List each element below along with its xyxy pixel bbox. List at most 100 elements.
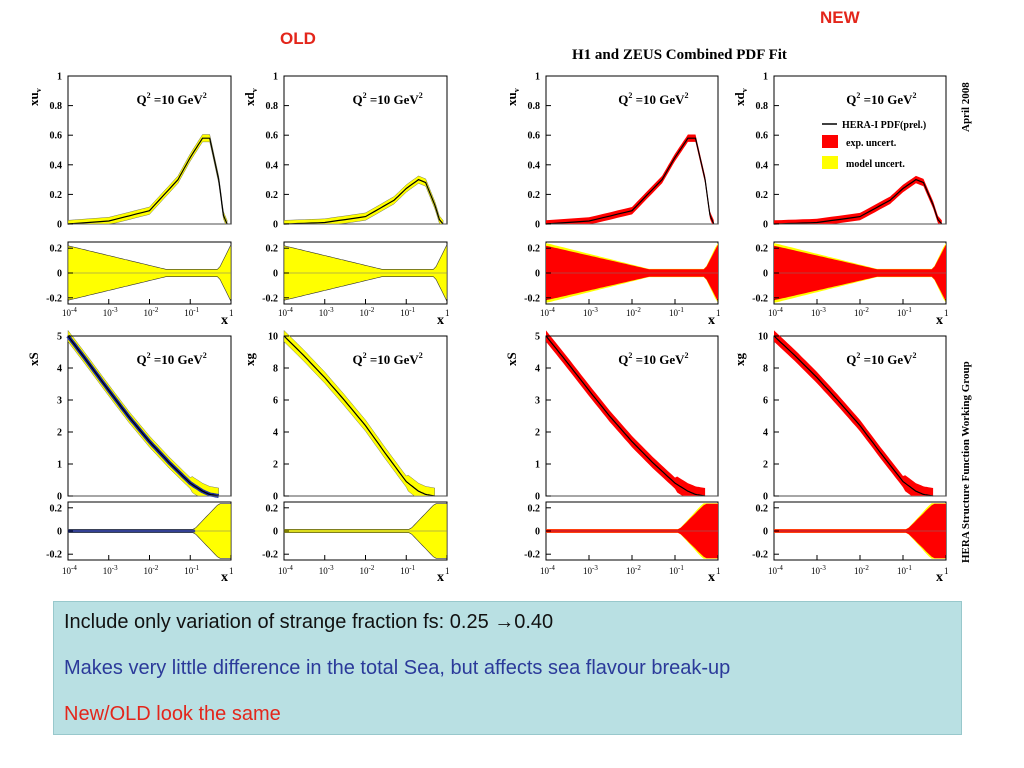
y-axis-subscript: v	[250, 88, 259, 92]
x-tick-exponent: -4	[71, 564, 77, 572]
q2-label: Q2 =10 GeV2	[846, 351, 916, 367]
plot-frame	[545, 335, 719, 497]
ratio-y-tick-label: 0.2	[50, 503, 63, 514]
x-tick-base: 10	[103, 566, 113, 576]
q2-exponent: 2	[628, 91, 632, 100]
x-tick-exponent: -2	[635, 564, 641, 572]
x-tick-exponent: -1	[678, 564, 684, 572]
x-tick-base: 10	[144, 566, 154, 576]
pdf-legend: HERA-I PDF(prel.) exp. uncert. model uncer…	[822, 120, 926, 170]
x-tick-label: 10-4	[768, 564, 783, 576]
main-uncertainty-band	[774, 175, 942, 224]
y-tick-label: 0	[763, 220, 768, 231]
y-axis-subscript: v	[512, 88, 521, 92]
x-tick-label: 1	[944, 308, 949, 318]
x-tick-base: 10	[184, 308, 194, 318]
q2-label: Q2 =10 GeV2	[618, 91, 688, 107]
x-tick-label: 10-2	[854, 564, 869, 576]
y-tick-label: 0.4	[266, 160, 279, 171]
x-tick-exponent: -3	[820, 306, 826, 314]
q2-label: Q2 =10 GeV2	[136, 351, 206, 367]
y-tick-label: 3	[535, 396, 540, 407]
y-tick-label: 5	[535, 332, 540, 343]
x-tick-label: 10-2	[360, 564, 375, 576]
ratio-y-tick-label: -0.2	[524, 550, 540, 561]
ratio-y-tick-label: 0	[535, 527, 540, 538]
x-tick-base: 10	[669, 308, 679, 318]
x-tick-base: 10	[278, 566, 288, 576]
ratio-y-tick-label: 0.2	[756, 244, 769, 255]
x-tick-label: 1	[229, 566, 234, 576]
plot-frame	[545, 75, 719, 225]
q2-value: =10 GeV	[367, 352, 420, 367]
x-tick-exponent: -1	[409, 564, 415, 572]
y-tick-label: 1	[273, 72, 278, 83]
x-tick-label: 10-4	[768, 306, 783, 318]
x-tick-base: 1	[445, 308, 450, 318]
x-tick-base: 10	[626, 308, 636, 318]
y-axis-label: xuv	[26, 88, 43, 106]
q2-exponent: 2	[856, 351, 860, 360]
note-line-1: Include only variation of strange fracti…	[64, 611, 554, 633]
x-tick-base: 10	[540, 308, 550, 318]
y-tick-label: 1	[535, 460, 540, 471]
y-tick-label: 0.8	[756, 101, 769, 112]
x-tick-label: 10-2	[360, 306, 375, 318]
q2-value: =10 GeV	[151, 92, 204, 107]
y-tick-label: 4	[763, 428, 768, 439]
y-tick-label: 6	[763, 396, 768, 407]
x-tick-exponent: -1	[193, 306, 199, 314]
x-tick-label: 10-3	[103, 564, 118, 576]
x-tick-label: 10-3	[583, 564, 598, 576]
x-tick-exponent: -3	[328, 564, 334, 572]
q2-value: =10 GeV	[860, 92, 913, 107]
x-tick-exponent: -4	[777, 306, 783, 314]
y-tick-label: 8	[273, 364, 278, 375]
x-tick-label: 10-3	[583, 306, 598, 318]
ratio-y-tick-label: 0	[763, 269, 768, 280]
main-uncertainty-band	[774, 330, 934, 496]
q2-unit-exponent: 2	[913, 91, 917, 100]
x-tick-label: 10-1	[184, 564, 199, 576]
q2-value: =10 GeV	[151, 352, 204, 367]
x-tick-exponent: -1	[678, 306, 684, 314]
x-tick-base: 10	[626, 566, 636, 576]
plot-frame	[67, 75, 232, 225]
x-tick-base: 1	[716, 308, 721, 318]
ratio-y-tick-label: 0	[273, 527, 278, 538]
y-tick-label: 4	[273, 428, 278, 439]
y-tick-label: 0.8	[50, 101, 63, 112]
x-tick-exponent: -3	[820, 564, 826, 572]
x-tick-label: 1	[944, 566, 949, 576]
y-tick-label: 0	[273, 492, 278, 503]
y-axis-label: xuv	[504, 88, 521, 106]
x-tick-label: 10-4	[278, 564, 293, 576]
y-tick-label: 0.6	[528, 131, 541, 142]
x-tick-base: 10	[811, 308, 821, 318]
y-tick-label: 8	[763, 364, 768, 375]
x-tick-base: 10	[144, 308, 154, 318]
x-tick-label: 10-4	[540, 306, 555, 318]
q2-symbol: Q	[618, 352, 628, 367]
legend-exp-label: exp. uncert.	[846, 138, 897, 149]
x-tick-label: 10-1	[897, 306, 912, 318]
central-curve	[67, 137, 228, 225]
x-axis-label: x	[936, 570, 943, 585]
q2-symbol: Q	[136, 92, 146, 107]
q2-value: =10 GeV	[860, 352, 913, 367]
ratio-y-tick-label: 0	[535, 269, 540, 280]
x-tick-exponent: -2	[153, 564, 159, 572]
q2-exponent: 2	[363, 351, 367, 360]
y-tick-label: 1	[535, 72, 540, 83]
new-label: NEW	[820, 8, 860, 27]
old-label: OLD	[280, 29, 316, 48]
x-tick-label: 10-3	[811, 564, 826, 576]
x-tick-base: 10	[854, 308, 864, 318]
ratio-y-tick-label: 0.2	[266, 244, 279, 255]
x-tick-exponent: -2	[863, 564, 869, 572]
x-axis-label: x	[708, 570, 715, 585]
x-tick-label: 10-4	[540, 564, 555, 576]
